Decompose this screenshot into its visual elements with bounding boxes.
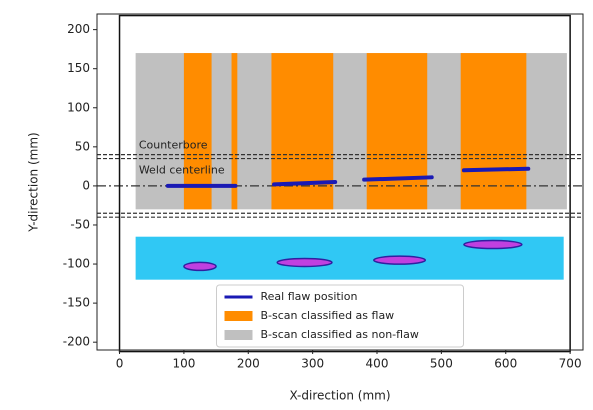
reference-label: Counterbore [139, 138, 208, 151]
x-axis-label: X-direction (mm) [289, 389, 390, 403]
y-tick-label: -100 [63, 257, 90, 271]
y-tick-label: 100 [67, 100, 90, 114]
y-tick-label: -200 [63, 335, 90, 349]
legend-label: B-scan classified as flaw [261, 309, 395, 322]
y-tick-label: -50 [70, 217, 90, 231]
x-tick-label: 200 [237, 357, 260, 371]
legend-label: B-scan classified as non-flaw [261, 328, 419, 341]
y-tick-label: 200 [67, 22, 90, 36]
y-axis-label: Y-direction (mm) [27, 132, 41, 232]
scan-blob [277, 258, 332, 266]
reference-label: Weld centerline [139, 163, 225, 176]
x-tick-label: 100 [172, 357, 195, 371]
legend-swatch [225, 311, 253, 321]
x-tick-label: 0 [116, 357, 124, 371]
x-tick-label: 700 [559, 357, 582, 371]
legend-swatch [225, 330, 253, 340]
x-tick-label: 600 [494, 357, 517, 371]
x-tick-label: 400 [366, 357, 389, 371]
legend-label: Real flaw position [261, 290, 358, 303]
y-tick-label: -150 [63, 296, 90, 310]
y-tick-label: 50 [75, 139, 90, 153]
y-tick-label: 150 [67, 61, 90, 75]
scan-blob [184, 262, 216, 270]
scan-blob [374, 256, 425, 264]
x-tick-label: 500 [430, 357, 453, 371]
chart: X-direction (mm) Y-direction (mm) Counte… [0, 0, 593, 410]
scan-blob [464, 241, 522, 249]
y-tick-label: 0 [82, 178, 90, 192]
x-tick-label: 300 [301, 357, 324, 371]
